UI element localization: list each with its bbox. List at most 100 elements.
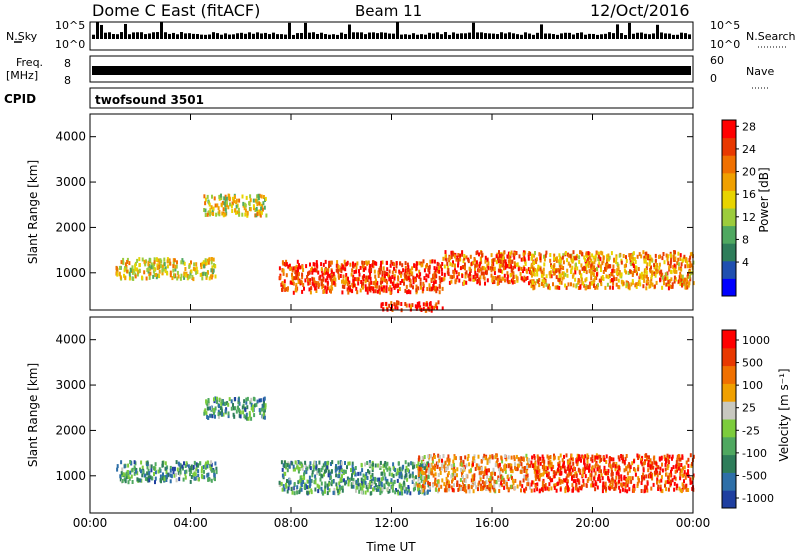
nsky-sample [276, 34, 279, 39]
velocity-echo-cell [666, 453, 669, 458]
velocity-echo-cell [298, 490, 301, 495]
power-echo-cell [547, 285, 550, 290]
velocity-echo-cell [247, 416, 250, 421]
nsky-sample [192, 33, 195, 39]
power-echo-cell [625, 259, 628, 263]
velocity-echo-cell [624, 488, 627, 493]
power-echo-cell [138, 263, 141, 267]
velocity-echo-cell [119, 477, 122, 482]
power-echo-cell [433, 277, 436, 282]
velocity-echo-cell [407, 462, 410, 467]
nsky-sample [520, 34, 523, 39]
velocity-echo-cell [655, 461, 658, 466]
power-echo-cell [119, 275, 122, 280]
power-echo-cell [599, 264, 602, 269]
nsky-sample [472, 22, 475, 39]
velocity-echo-cell [209, 413, 212, 418]
velocity-echo-cell [526, 473, 529, 478]
velocity-echo-cell [490, 472, 493, 476]
velocity-echo-cell [583, 462, 586, 467]
power-echo-cell [347, 285, 350, 290]
nsky-sample [476, 32, 479, 39]
velocity-echo-cell [308, 464, 311, 469]
nsky-sample [260, 33, 263, 39]
power-echo-cell [441, 271, 444, 276]
velocity-echo-cell [590, 483, 593, 488]
power-echo-cell [537, 279, 540, 284]
power-echo-cell [501, 269, 504, 274]
velocity-echo-cell [352, 477, 355, 482]
nsky-sample [588, 33, 591, 39]
power-echo-cell [318, 283, 321, 288]
power-echo-cell [597, 251, 600, 256]
power-echo-cell [607, 253, 610, 258]
velocity-echo-cell [128, 476, 131, 481]
velocity-echo-cell [377, 463, 380, 468]
power-echo-cell [581, 266, 584, 271]
velocity-echo-cell [538, 489, 541, 494]
power-echo-cell [330, 277, 333, 282]
power-echo-cell [156, 265, 159, 270]
power-echo-cell [236, 203, 239, 208]
velocity-echo-cell [557, 481, 560, 486]
velocity-echo-cell [482, 456, 485, 461]
power-echo-cell [376, 289, 379, 294]
power-echo-cell [281, 287, 283, 292]
velocity-echo-cell [350, 482, 353, 487]
nsky-sample [348, 24, 351, 39]
velocity-echo-cell [369, 474, 372, 479]
velocity-echo-cell [629, 476, 632, 481]
power-echo-cell [527, 267, 530, 272]
power-echo-cell [369, 270, 371, 275]
velocity-echo-cell [133, 471, 136, 476]
power-echo-cell [522, 252, 525, 257]
power-echo-cell [391, 275, 394, 279]
velocity-echo-cell [664, 480, 667, 485]
velocity-echo-cell [159, 478, 162, 483]
power-echo-cell [504, 265, 507, 270]
power-echo-cell [443, 276, 446, 281]
power-echo-cell [386, 260, 388, 265]
power-echo-cell [520, 266, 523, 271]
power-echo-cell [446, 261, 449, 266]
velocity-colorbar-segment [722, 436, 736, 456]
velocity-echo-cell [318, 460, 321, 465]
velocity-echo-cell [416, 464, 418, 469]
velocity-echo-cell [458, 483, 461, 488]
velocity-echo-cell [677, 462, 680, 467]
velocity-echo-cell [640, 489, 643, 493]
power-echo-cell [414, 304, 417, 309]
velocity-echo-cell [129, 470, 132, 475]
velocity-echo-cell [427, 454, 430, 459]
power-echo-cell [461, 274, 464, 278]
velocity-echo-cell [630, 479, 633, 484]
velocity-echo-cell [217, 409, 220, 414]
velocity-echo-cell [603, 465, 606, 470]
power-echo-cell [688, 281, 691, 286]
velocity-echo-cell [213, 469, 216, 474]
velocity-echo-cell [259, 411, 262, 415]
velocity-echo-cell [214, 414, 216, 419]
velocity-echo-cell [670, 469, 672, 474]
velocity-echo-cell [668, 480, 671, 485]
power-echo-cell [355, 287, 358, 291]
nsky-sample [100, 24, 103, 39]
power-echo-cell [136, 272, 139, 277]
power-echo-cell [680, 274, 683, 279]
velocity-echo-cell [246, 416, 249, 421]
power-echo-cell [404, 288, 407, 293]
nsky-sample [240, 32, 243, 39]
velocity-echo-cell [479, 474, 482, 479]
velocity-echo-cell [407, 468, 410, 473]
velocity-echo-cell [399, 491, 401, 496]
power-echo-cell [204, 201, 207, 206]
power-echo-cell [493, 280, 496, 284]
velocity-echo-cell [543, 484, 546, 489]
power-echo-cell [590, 276, 593, 281]
velocity-colorbar-tick-label: -500 [742, 469, 767, 482]
velocity-echo-cell [391, 485, 394, 490]
power-echo-cell [564, 283, 567, 288]
velocity-ylabel: Slant Range [km] [26, 363, 40, 467]
power-echo-cell [562, 253, 565, 258]
velocity-echo-cell [283, 464, 286, 469]
